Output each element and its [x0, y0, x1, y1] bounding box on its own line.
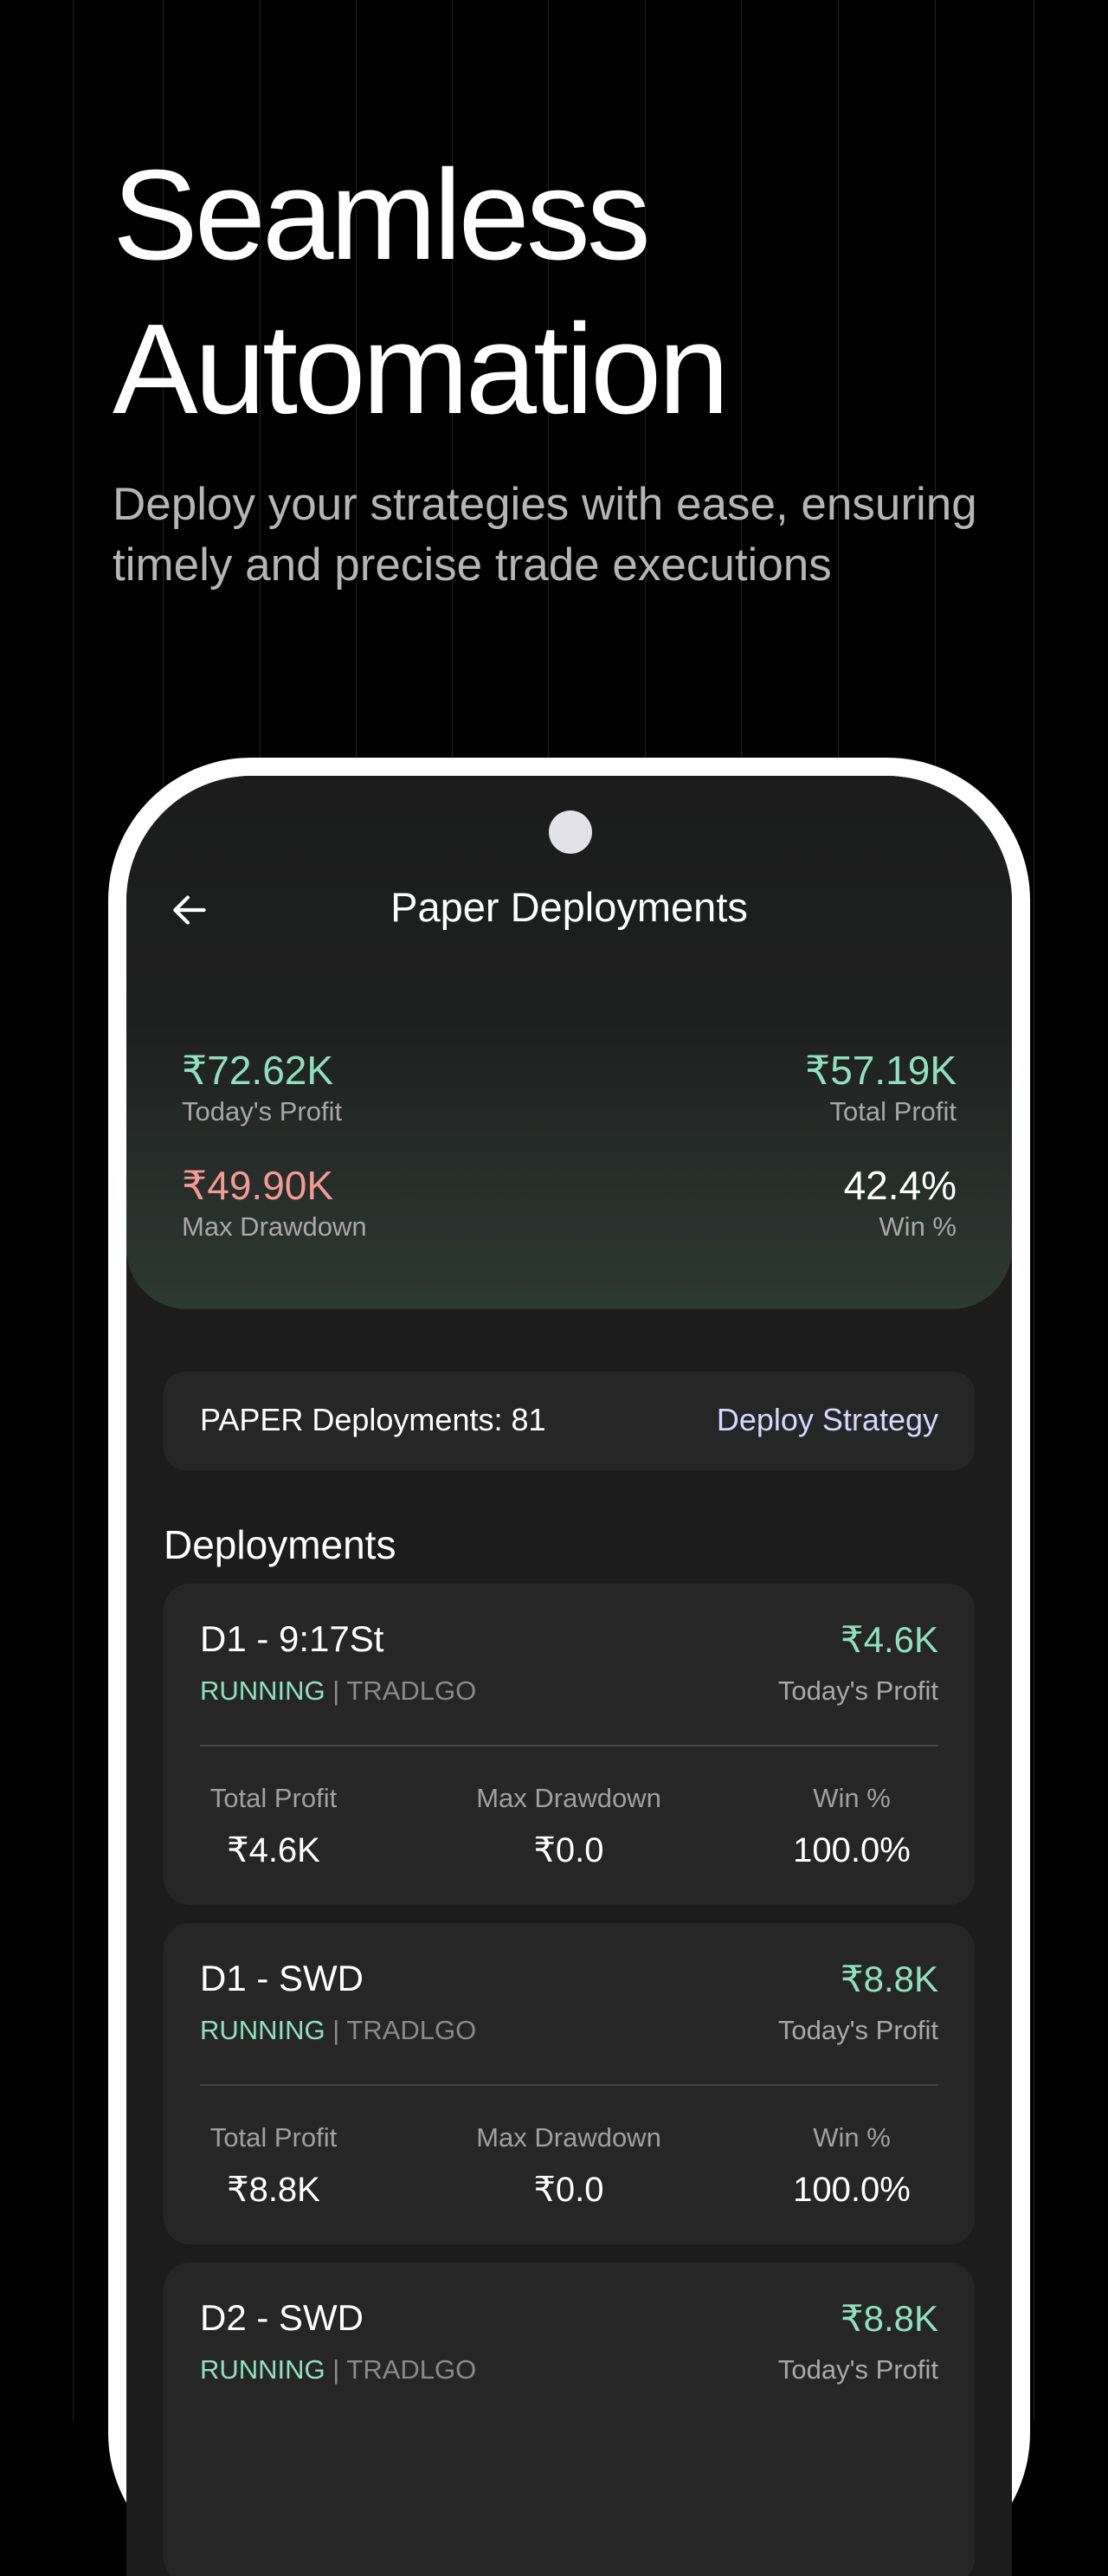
deployment-name: D2 - SWD [200, 2297, 364, 2338]
stat-label: Max Drawdown [182, 1211, 367, 1242]
value: 100.0% [793, 2171, 911, 2209]
page-title: Paper Deployments [390, 884, 748, 930]
todays-profit-value: ₹8.8K [840, 2298, 938, 2339]
hero-title-line2: Automation [113, 298, 730, 441]
deployment-count: PAPER Deployments: 81 [200, 1402, 546, 1437]
win-pct: Win % 100.0% [765, 1781, 938, 1875]
separator: | [332, 2354, 340, 2385]
label: Total Profit [209, 1783, 338, 1813]
app-screen: Paper Deployments ₹72.62K Today's Profit… [126, 776, 1012, 2576]
separator: | [332, 1675, 340, 1706]
stat-total-profit: ₹57.19K Total Profit [805, 1046, 957, 1129]
total-profit: Total Profit ₹8.8K [200, 2121, 347, 2214]
stat-label: Today's Profit [182, 1096, 343, 1127]
value: ₹4.6K [227, 1831, 320, 1869]
value: ₹0.0 [533, 2171, 604, 2209]
stat-value: ₹57.19K [804, 1048, 957, 1093]
stat-label: Total Profit [829, 1096, 957, 1127]
stat-win-pct: 42.4% Win % [844, 1161, 957, 1244]
win-pct: Win % 100.0% [765, 2121, 938, 2214]
total-profit: Total Profit ₹4.6K [200, 1781, 347, 1875]
deploy-strategy-button[interactable]: Deploy Strategy [716, 1402, 938, 1437]
hero-subtitle: Deploy your strategies with ease, ensuri… [113, 479, 977, 591]
value: ₹8.8K [227, 2171, 320, 2209]
deployment-card[interactable]: D1 - SWD ₹8.8K RUNNING | TRADLGO Today's… [164, 1923, 975, 2244]
summary-panel: Paper Deployments ₹72.62K Today's Profit… [126, 776, 1012, 1309]
hero-title: Seamless Automation [113, 139, 730, 447]
status-badge: RUNNING [200, 2015, 325, 2045]
label: Win % [813, 2122, 891, 2153]
status-badge: RUNNING [200, 2354, 325, 2385]
todays-profit-label: Today's Profit [777, 2015, 938, 2045]
label: Max Drawdown [476, 2122, 661, 2153]
grid-line [73, 0, 74, 2421]
broker: TRADLGO [346, 1675, 477, 1706]
separator: | [332, 2015, 340, 2045]
todays-profit-value: ₹4.6K [840, 1619, 938, 1660]
deployment-count-card: PAPER Deployments: 81 Deploy Strategy [164, 1372, 975, 1470]
divider [200, 2084, 938, 2086]
deployment-name: D1 - 9:17St [200, 1618, 384, 1659]
deployment-card[interactable]: D1 - 9:17St ₹4.6K RUNNING | TRADLGO Toda… [164, 1584, 975, 1905]
arrow-left-icon[interactable] [168, 888, 211, 932]
stat-value: ₹72.62K [182, 1048, 334, 1093]
label: Max Drawdown [476, 1783, 661, 1813]
hero-title-line1: Seamless [113, 144, 651, 287]
value: 100.0% [793, 1831, 911, 1869]
stat-max-drawdown: ₹49.90K Max Drawdown [182, 1161, 367, 1244]
max-drawdown: Max Drawdown ₹0.0 [439, 1781, 699, 1875]
status-line: RUNNING | TRADLGO [200, 2354, 476, 2386]
status-line: RUNNING | TRADLGO [200, 2015, 476, 2046]
broker: TRADLGO [346, 2354, 477, 2385]
value: ₹0.0 [533, 1831, 604, 1869]
stat-value: 42.4% [843, 1163, 957, 1208]
status-line: RUNNING | TRADLGO [200, 1675, 476, 1707]
status-badge: RUNNING [200, 1675, 325, 1706]
broker: TRADLGO [346, 2015, 477, 2045]
deployment-card[interactable]: D2 - SWD ₹8.8K RUNNING | TRADLGO Today's… [164, 2263, 975, 2576]
label: Total Profit [209, 2122, 338, 2153]
todays-profit-label: Today's Profit [777, 2354, 938, 2385]
stat-value: ₹49.90K [182, 1163, 334, 1208]
deployment-name: D1 - SWD [200, 1958, 364, 1998]
label: Win % [813, 1783, 891, 1813]
camera-icon [549, 810, 592, 854]
todays-profit-value: ₹8.8K [840, 1959, 938, 1999]
stat-label: Win % [879, 1211, 957, 1242]
phone-frame: Paper Deployments ₹72.62K Today's Profit… [108, 758, 1030, 2576]
divider [200, 1745, 938, 1746]
todays-profit-label: Today's Profit [777, 1675, 938, 1706]
stat-todays-profit: ₹72.62K Today's Profit [182, 1046, 342, 1129]
max-drawdown: Max Drawdown ₹0.0 [439, 2121, 699, 2214]
section-title: Deployments [164, 1522, 396, 1567]
